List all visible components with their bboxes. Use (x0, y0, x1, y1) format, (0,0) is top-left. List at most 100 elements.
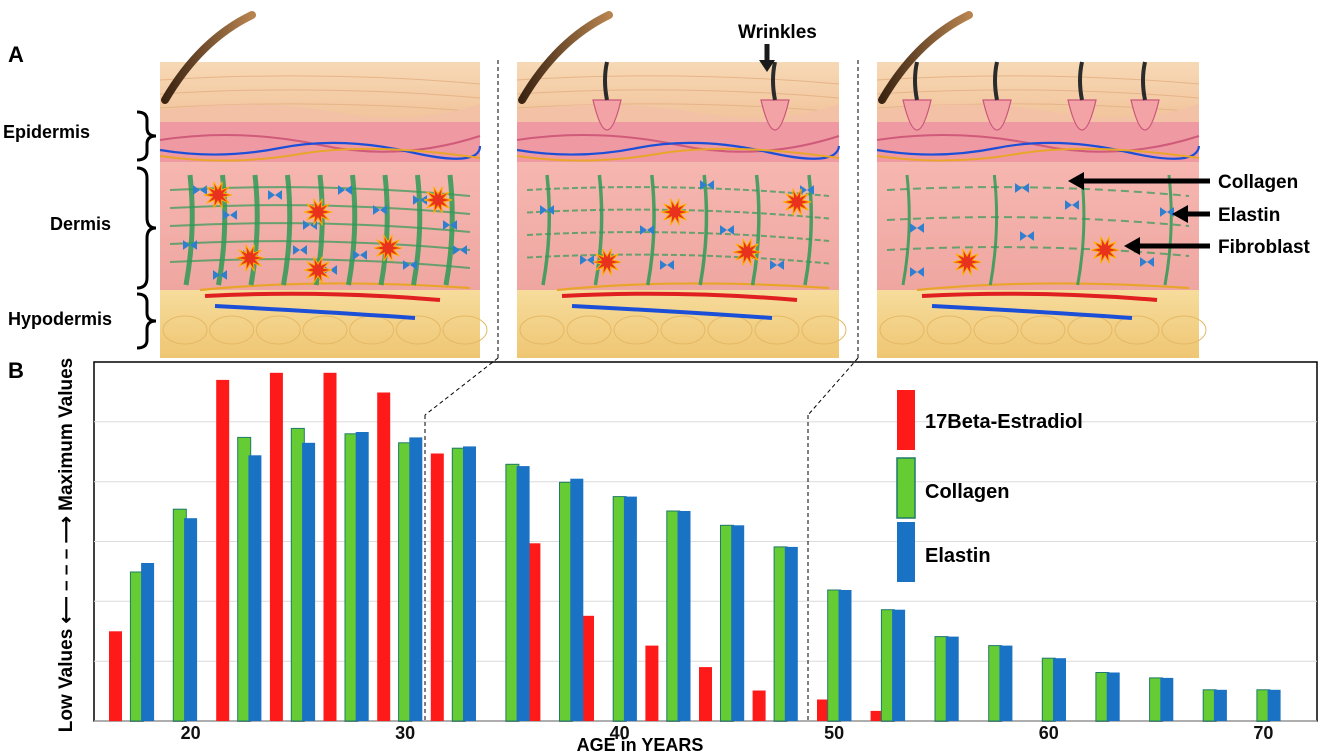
bar-elastin (1213, 689, 1227, 721)
bar-17beta-estradiol (752, 690, 766, 721)
bar-elastin (570, 478, 584, 721)
collagen-fiber (541, 174, 551, 286)
bar-17beta-estradiol (581, 615, 594, 721)
fibroblast-cell (660, 198, 690, 226)
bar-17beta-estradiol (323, 372, 337, 721)
fat-cell (302, 315, 348, 345)
hypodermis-layer (160, 290, 480, 358)
fibroblast-callout-label: Fibroblast (1218, 237, 1311, 258)
elastin-marker (720, 225, 734, 235)
elastin-callout-label: Elastin (1218, 205, 1280, 226)
bar-elastin (999, 645, 1013, 721)
bar-17beta-estradiol (527, 543, 541, 721)
hair-shaft (518, 11, 613, 104)
collagen-fiber (886, 246, 1190, 257)
bar-elastin (1267, 689, 1281, 721)
collagen-fiber (750, 174, 761, 286)
epidermis-layer (160, 104, 480, 122)
hypodermis-layer (877, 290, 1199, 358)
wrinkle-crease (771, 61, 777, 101)
vessel-blue (931, 304, 1133, 320)
bar-elastin (731, 525, 745, 721)
fibroblast-cell (303, 256, 333, 284)
fibroblast-cell (732, 238, 762, 266)
dermis-brace (136, 166, 157, 290)
x-tick-labels: 20 30 40 50 60 70 (181, 723, 1274, 743)
wrinkle-crease (603, 61, 609, 101)
fibroblast-cell (203, 181, 233, 209)
collagen-fiber (411, 174, 423, 286)
collagen-fiber (169, 258, 471, 269)
nerve-fiber (916, 282, 1190, 292)
nerve-fiber (199, 282, 471, 292)
fat-cell (801, 315, 847, 345)
collagen-fiber (1163, 174, 1173, 286)
collagen-callout-label: Collagen (1218, 172, 1298, 193)
vessel-blue (214, 304, 416, 320)
elastin-marker (1140, 257, 1154, 267)
legend-label-collagen: Collagen (925, 481, 1009, 503)
elastin-marker (353, 250, 367, 260)
skin-middle-age-illustration (516, 11, 847, 358)
collagen-fiber (169, 240, 471, 251)
collagen-fiber (698, 174, 709, 286)
stratum-line (516, 75, 840, 85)
collagen-callout-arrow-head (1068, 172, 1084, 190)
fat-cell (1020, 315, 1066, 345)
collagen-fiber (886, 186, 1190, 197)
wrinkle-crease (993, 61, 999, 101)
collagen-fiber (803, 174, 813, 286)
hair-shaft (878, 11, 973, 104)
wrinkle-fold (1130, 99, 1160, 131)
fibroblast-cell (782, 188, 812, 216)
fat-cell (973, 315, 1019, 345)
hypodermis-label: Hypodermis (8, 309, 112, 329)
dashed-connector-1-diagonal (424, 357, 499, 416)
panel-b-label: B (8, 358, 24, 383)
fat-cell (754, 315, 800, 345)
stratum-line (516, 103, 840, 113)
y-axis-label: Low Values ⟵ – – – ⟶ Maximum Values (56, 358, 77, 732)
elastin-marker (640, 225, 654, 235)
fat-cell (255, 315, 301, 345)
bar-17beta-estradiol (699, 667, 712, 721)
elastin-marker (540, 205, 554, 215)
fibroblast-cell (1090, 236, 1120, 264)
fat-cell (879, 315, 925, 345)
stratum-line (159, 89, 481, 99)
wrinkles-label: Wrinkles (738, 22, 817, 43)
dashed-connector-2-diagonal (807, 357, 859, 416)
collagen-fiber (526, 253, 830, 265)
elastin-marker (580, 255, 594, 265)
wrinkle-fold (902, 99, 932, 131)
elastin-marker (1160, 207, 1174, 217)
bar-elastin (516, 466, 530, 721)
bar-elastin (892, 609, 906, 721)
fibroblast-callout-arrow-head (1124, 237, 1140, 255)
bars (109, 372, 1281, 722)
capillary-orange (159, 147, 481, 162)
fat-cell (1114, 315, 1160, 345)
elastin-marker (443, 220, 457, 230)
skin-young-illustration (159, 11, 488, 358)
elastin-marker (403, 260, 417, 270)
fibroblast-cell (235, 244, 265, 272)
stratum-line (159, 103, 481, 113)
collagen-fiber (378, 174, 390, 286)
capillary-blue (876, 141, 1201, 160)
elastin-marker (338, 185, 352, 195)
elastin-marker (223, 210, 237, 220)
bar-elastin (1106, 672, 1120, 721)
stratum-line (876, 89, 1200, 99)
bar-elastin (623, 496, 637, 721)
wrinkles-arrow-head (759, 60, 775, 72)
fat-cell (566, 315, 612, 345)
collagen-fiber (169, 222, 471, 233)
x-tick-label: 40 (610, 723, 630, 743)
elastin-marker (700, 180, 714, 190)
fat-cell (442, 315, 488, 345)
wrinkle-fold (1067, 99, 1097, 131)
bar-elastin (784, 546, 798, 721)
skin-old-illustration (876, 11, 1207, 358)
